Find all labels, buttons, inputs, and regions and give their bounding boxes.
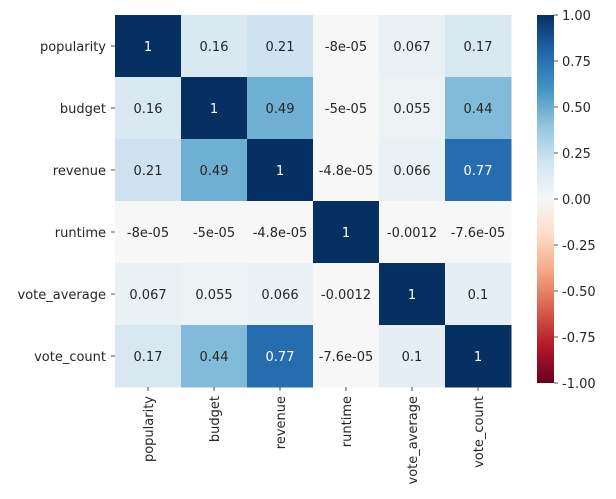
heatmap-cell	[115, 15, 182, 78]
cell-value-label: 1	[144, 40, 152, 55]
cell-value-label: -0.0012	[321, 288, 371, 303]
heatmap-cell	[379, 201, 446, 264]
heatmap-cell	[379, 325, 446, 388]
cell-value-label: -8e-05	[325, 40, 367, 55]
colorbar-tick-label: 1.00	[562, 9, 591, 24]
cell-value-label: 0.77	[464, 164, 493, 179]
heatmap-cell	[115, 77, 182, 140]
column-label: revenue	[274, 396, 289, 449]
cell-value-label: 0.055	[195, 288, 232, 303]
row-label: vote_average	[18, 288, 106, 303]
colorbar-tick-label: 0.00	[562, 193, 591, 208]
cell-value-label: 0.49	[200, 164, 229, 179]
colorbar: 1.00 0.75 0.50 0.25 0.00 -0.25 -0.50 -0.75 -1.00	[537, 9, 596, 392]
cell-value-label: 0.066	[261, 288, 298, 303]
heatmap-cells: 1 0.16 0.21 -8e-05 0.067 0.17 0.16 1 0.49 -5e-05 0…	[115, 15, 512, 388]
heatmap-cell	[181, 77, 248, 140]
heatmap-cell	[181, 139, 248, 202]
cell-value-label: 0.77	[266, 350, 295, 365]
cell-value-label: 0.17	[134, 350, 163, 365]
cell-value-label: 0.44	[464, 102, 493, 117]
column-label: budget	[208, 396, 223, 442]
column-label: vote_count	[472, 396, 487, 468]
cell-value-label: -7.6e-05	[319, 350, 374, 365]
colorbar-gradient	[537, 15, 554, 383]
cell-value-label: 0.17	[464, 40, 493, 55]
heatmap-cell	[313, 263, 380, 326]
cell-value-label: -4.8e-05	[253, 226, 308, 241]
heatmap-cell	[379, 77, 446, 140]
cell-value-label: -8e-05	[127, 226, 169, 241]
cell-value-label: 0.055	[393, 102, 430, 117]
heatmap-cell	[115, 325, 182, 388]
heatmap-cell	[247, 139, 314, 202]
row-label: popularity	[40, 40, 106, 55]
heatmap-cell	[247, 201, 314, 264]
heatmap-cell	[313, 15, 380, 78]
column-label: runtime	[340, 396, 355, 447]
cell-value-label: 0.1	[468, 288, 489, 303]
heatmap-cell	[115, 139, 182, 202]
cell-value-label: -5e-05	[193, 226, 235, 241]
cell-value-label: -7.6e-05	[451, 226, 506, 241]
row-label: runtime	[55, 226, 106, 241]
heatmap-cell	[379, 15, 446, 78]
colorbar-tick-label: -1.00	[562, 377, 596, 392]
column-label: popularity	[142, 396, 157, 462]
colorbar-tick-label: 0.50	[562, 101, 591, 116]
heatmap-cell	[313, 325, 380, 388]
heatmap-cell	[115, 201, 182, 264]
cell-value-label: 0.066	[393, 164, 430, 179]
heatmap-cell	[247, 77, 314, 140]
colorbar-tick-label: -0.50	[562, 285, 596, 300]
cell-value-label: 0.16	[200, 40, 229, 55]
heatmap-cell	[445, 201, 512, 264]
cell-value-label: 0.067	[129, 288, 166, 303]
heatmap-cell	[247, 263, 314, 326]
colorbar-tick-label: -0.75	[562, 331, 596, 346]
heatmap-cell	[445, 325, 512, 388]
cell-value-label: 0.067	[393, 40, 430, 55]
cell-value-label: -0.0012	[387, 226, 437, 241]
heatmap-cell	[445, 263, 512, 326]
row-label: budget	[60, 102, 106, 117]
row-label: vote_count	[34, 350, 106, 365]
heatmap-cell	[115, 263, 182, 326]
cell-value-label: 0.21	[134, 164, 163, 179]
heatmap-cell	[313, 139, 380, 202]
cell-value-label: 0.1	[402, 350, 423, 365]
column-label: vote_average	[406, 396, 421, 484]
cell-value-label: -4.8e-05	[319, 164, 374, 179]
colorbar-tick-label: -0.25	[562, 239, 596, 254]
heatmap-cell	[247, 15, 314, 78]
heatmap-cell	[181, 15, 248, 78]
heatmap-cell	[181, 263, 248, 326]
heatmap-cell	[313, 77, 380, 140]
colorbar-tick-label: 0.25	[562, 147, 591, 162]
heatmap-cell	[181, 201, 248, 264]
heatmap-cell	[313, 201, 380, 264]
heatmap-cell	[247, 325, 314, 388]
heatmap-cell	[379, 139, 446, 202]
cell-value-label: 0.21	[266, 40, 295, 55]
colorbar-tick-label: 0.75	[562, 55, 591, 70]
column-labels: popularity budget revenue runtime vote_avera…	[142, 387, 487, 484]
cell-value-label: -5e-05	[325, 102, 367, 117]
heatmap-cell	[181, 325, 248, 388]
cell-value-label: 0.44	[200, 350, 229, 365]
cell-value-label: 0.49	[266, 102, 295, 117]
cell-value-label: 1	[210, 102, 218, 117]
cell-value-label: 0.16	[134, 102, 163, 117]
heatmap-cell	[379, 263, 446, 326]
heatmap-cell	[445, 77, 512, 140]
cell-value-label: 1	[474, 350, 482, 365]
row-label: revenue	[53, 164, 106, 179]
cell-value-label: 1	[342, 226, 350, 241]
cell-value-label: 1	[276, 164, 284, 179]
row-labels: popularity budget revenue runtime vote_avera…	[18, 40, 115, 365]
heatmap-cell	[445, 139, 512, 202]
cell-value-label: 1	[408, 288, 416, 303]
heatmap-cell	[445, 15, 512, 78]
